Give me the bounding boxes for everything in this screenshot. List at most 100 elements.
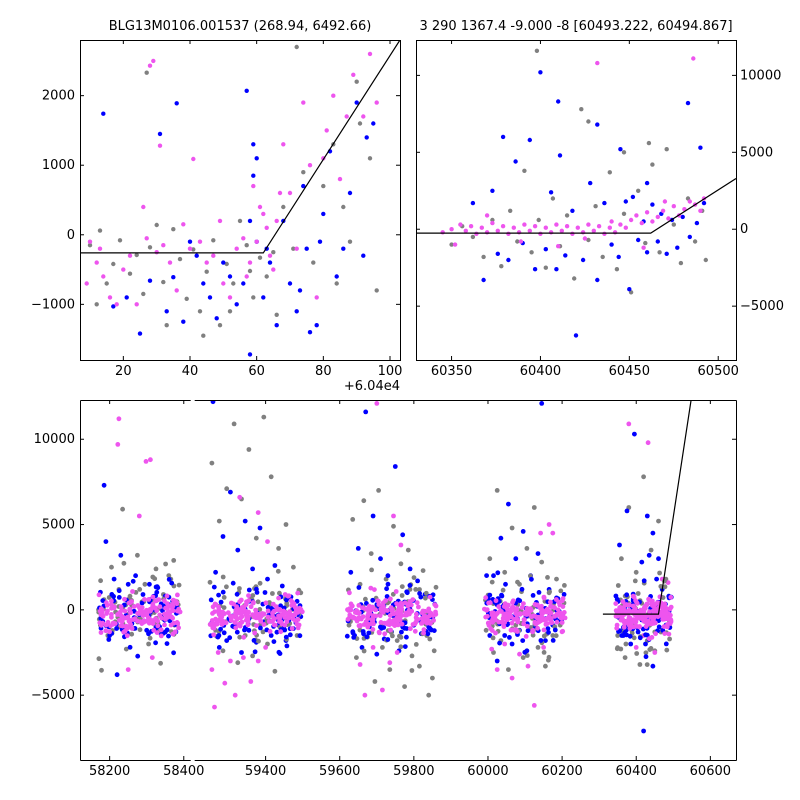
point-pink xyxy=(378,620,384,625)
point-blue xyxy=(154,584,160,590)
point-pink xyxy=(641,245,646,250)
point-gray xyxy=(644,662,650,667)
point-gray xyxy=(257,580,263,586)
point-pink xyxy=(622,609,628,614)
point-blue xyxy=(220,534,226,539)
point-blue xyxy=(641,728,646,734)
point-pink xyxy=(552,605,557,611)
panel-top-right: 3 290 1367.4 -9.000 -8 [60493.222, 60494… xyxy=(416,19,784,379)
point-gray xyxy=(631,635,637,641)
point-pink xyxy=(518,239,524,244)
point-pink xyxy=(627,602,632,608)
point-pink xyxy=(159,615,164,621)
point-gray xyxy=(600,254,605,260)
point-pink xyxy=(290,616,296,622)
point-pink xyxy=(162,598,167,604)
point-gray xyxy=(260,629,266,635)
point-blue xyxy=(214,316,219,321)
point-blue xyxy=(220,589,226,595)
point-blue xyxy=(500,134,506,140)
point-gray xyxy=(398,561,404,567)
point-pink xyxy=(509,675,515,681)
point-pink xyxy=(114,302,119,307)
point-gray xyxy=(350,517,356,522)
point-gray xyxy=(662,584,668,590)
point-blue xyxy=(366,630,372,636)
y-tick-label: 5000 xyxy=(740,145,773,160)
point-blue xyxy=(208,597,214,603)
point-pink xyxy=(127,253,133,258)
point-pink xyxy=(87,239,93,244)
point-gray xyxy=(154,222,159,228)
point-pink xyxy=(241,604,247,610)
panel-top-left-title: BLG13M0106.001537 (268.94, 6492.66) xyxy=(109,19,372,34)
point-pink xyxy=(124,633,130,639)
point-blue xyxy=(595,122,600,127)
point-blue xyxy=(491,573,496,579)
point-pink xyxy=(101,274,106,279)
point-pink xyxy=(662,199,668,204)
point-pink xyxy=(255,510,261,515)
point-gray xyxy=(667,636,672,642)
point-pink xyxy=(372,587,377,592)
point-pink xyxy=(324,128,329,133)
point-gray xyxy=(369,567,374,573)
point-pink xyxy=(162,622,167,628)
point-gray xyxy=(98,578,103,584)
point-blue xyxy=(650,202,655,207)
point-pink xyxy=(257,616,262,621)
point-blue xyxy=(297,633,303,639)
point-blue xyxy=(224,638,230,643)
point-pink xyxy=(510,598,516,604)
point-gray xyxy=(657,250,662,255)
panel-top-left-frame xyxy=(80,40,401,361)
point-blue xyxy=(210,400,216,405)
point-pink xyxy=(286,593,292,599)
point-pink xyxy=(150,594,156,600)
point-pink xyxy=(151,58,156,64)
point-blue xyxy=(428,627,434,632)
point-pink xyxy=(282,622,288,628)
point-gray xyxy=(543,265,548,270)
point-blue xyxy=(101,111,106,116)
point-pink xyxy=(158,633,164,639)
point-blue xyxy=(385,581,391,587)
point-blue xyxy=(261,295,266,300)
point-pink xyxy=(612,230,618,235)
point-pink xyxy=(644,210,650,215)
point-blue xyxy=(111,594,116,599)
point-pink xyxy=(96,592,102,598)
point-gray xyxy=(413,587,419,592)
point-blue xyxy=(484,573,489,578)
point-blue xyxy=(282,627,288,633)
point-pink xyxy=(103,622,109,628)
point-gray xyxy=(367,156,373,161)
point-pink xyxy=(541,594,547,600)
point-blue xyxy=(624,508,630,514)
point-gray xyxy=(536,217,541,223)
point-pink xyxy=(122,596,127,602)
point-pink xyxy=(136,513,142,519)
point-gray xyxy=(648,547,654,553)
point-pink xyxy=(158,627,164,633)
point-pink xyxy=(388,596,393,602)
point-gray xyxy=(163,561,168,567)
point-blue xyxy=(334,274,339,279)
point-pink xyxy=(366,609,371,614)
point-blue xyxy=(644,250,650,255)
point-pink xyxy=(662,611,668,616)
point-blue xyxy=(407,566,413,572)
point-blue xyxy=(617,542,622,548)
point-blue xyxy=(639,559,645,565)
point-pink xyxy=(483,595,489,601)
point-pink xyxy=(380,687,385,693)
point-pink xyxy=(209,667,215,672)
point-pink xyxy=(484,230,490,235)
point-gray xyxy=(470,234,476,240)
point-gray xyxy=(534,48,540,53)
point-pink xyxy=(270,601,276,607)
point-gray xyxy=(417,587,422,592)
point-gray xyxy=(283,522,289,527)
point-gray xyxy=(426,692,432,698)
point-blue xyxy=(385,637,391,642)
